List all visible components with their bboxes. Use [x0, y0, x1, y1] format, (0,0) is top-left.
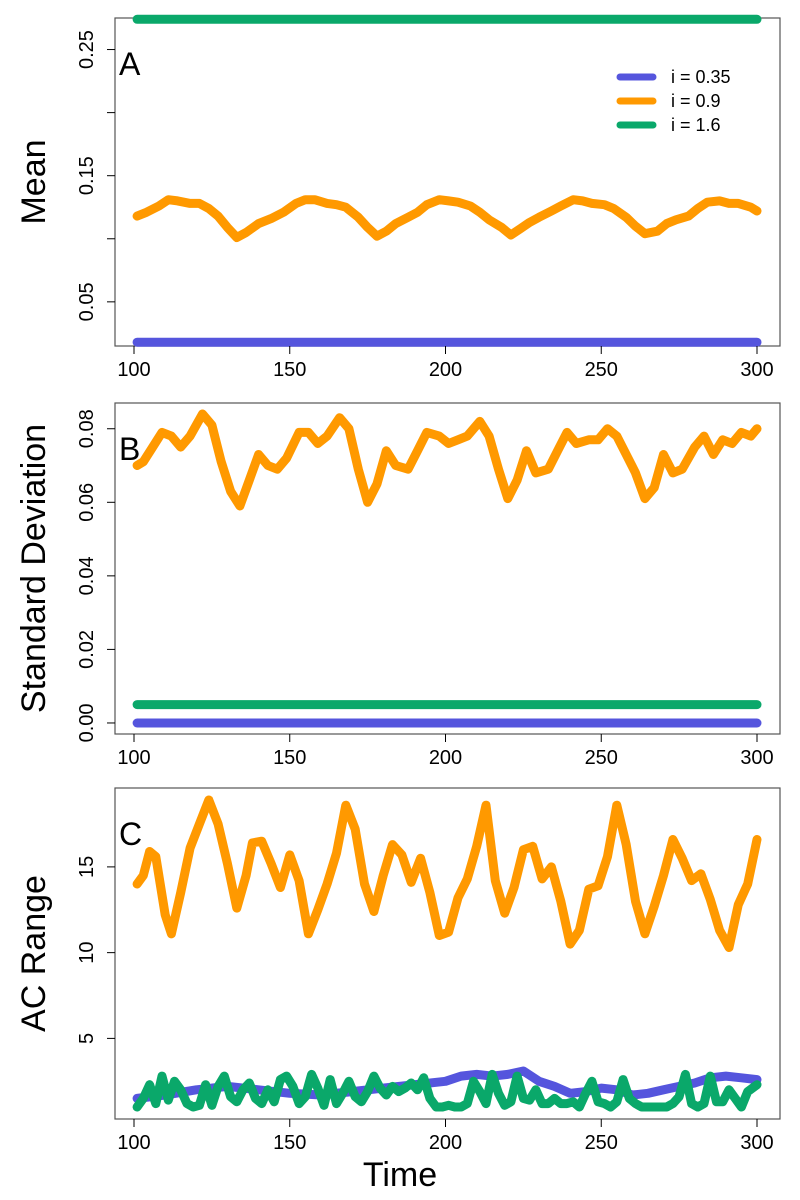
chart-panel-a: 100 150 200 250 300 0.05 0.15 0.25 Mean A i = 0.35…	[15, 14, 781, 381]
y-tick-label: 0.00	[76, 703, 98, 742]
x-tick-label: 100	[117, 747, 150, 769]
y-tick-label: 0.02	[76, 630, 98, 669]
x-tick-label: 100	[117, 359, 150, 381]
x-tick-label: 250	[585, 1132, 618, 1154]
y-tick-label: 0.25	[76, 30, 98, 69]
legend-entry-label: i = 0.35	[671, 67, 731, 87]
x-tick-label: 150	[273, 1132, 306, 1154]
y-tick-label: 0.15	[76, 156, 98, 195]
y-tick-label: 5	[76, 1033, 98, 1044]
x-tick-label: 300	[740, 747, 773, 769]
chart-panel-b: 100 150 200 250 300 0.00 0.02 0.04 0.06 0.08 Stand…	[15, 402, 781, 769]
x-axis-title: Time	[363, 1156, 437, 1194]
y-tick-label: 0.04	[76, 556, 98, 595]
x-tick-label: 250	[585, 359, 618, 381]
y-tick-label: 0.05	[76, 282, 98, 321]
series-line-2	[132, 409, 762, 511]
plot-frame	[114, 402, 781, 735]
x-tick-label: 300	[740, 1132, 773, 1154]
y-axis-title: AC Range	[15, 875, 53, 1032]
series-line-2	[132, 195, 762, 242]
x-tick-label: 200	[429, 359, 462, 381]
x-tick-label: 150	[273, 359, 306, 381]
legend: i = 0.35 i = 0.9 i = 1.6	[616, 67, 731, 135]
panel-label: A	[119, 46, 141, 82]
panel-label: C	[119, 816, 142, 852]
chart-panel-c: 100 150 200 250 300 5 10 15 AC Range C	[15, 787, 781, 1154]
panel-label: B	[119, 431, 140, 467]
x-tick-label: 100	[117, 1132, 150, 1154]
chart-panels: 100 150 200 250 300 0.05 0.15 0.25 Mean A i = 0.35…	[15, 14, 781, 1154]
x-tick-label: 300	[740, 359, 773, 381]
plot-frame	[114, 787, 781, 1120]
series-line-2	[132, 795, 762, 952]
legend-entry-label: i = 1.6	[671, 115, 721, 135]
y-tick-label: 15	[76, 856, 98, 878]
y-tick-label: 10	[76, 942, 98, 964]
x-tick-label: 200	[429, 1132, 462, 1154]
x-tick-label: 200	[429, 747, 462, 769]
x-tick-label: 250	[585, 747, 618, 769]
y-axis-title: Standard Deviation	[15, 424, 53, 713]
y-tick-label: 0.06	[76, 483, 98, 522]
series-line-3	[132, 1069, 762, 1112]
legend-entry-label: i = 0.9	[671, 91, 721, 111]
y-axis-title: Mean	[15, 139, 53, 224]
y-tick-label: 0.08	[76, 409, 98, 448]
x-tick-label: 150	[273, 747, 306, 769]
